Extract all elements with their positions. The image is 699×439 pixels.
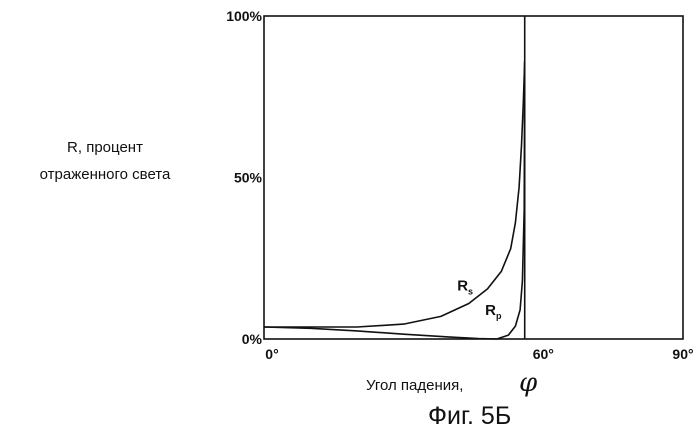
x-tick-label-1: 60° [533,346,554,362]
y-tick-label-1: 50% [234,170,263,186]
y-axis-label: R, процент отраженного света [0,134,210,188]
figure-caption: Фиг. 5Б [428,402,511,431]
series-layer: Rs Rp [264,61,525,339]
series-label-rs: Rs [457,278,473,297]
ticks-layer: 0° 60° 90° 0% 50% 100% [226,8,693,362]
x-tick-label-2: 90° [672,346,693,362]
x-axis-label: Угол падения, [366,377,463,394]
phi-symbol: φ [519,368,537,398]
x-tick-label-0: 0° [265,346,278,362]
y-tick-label-2: 100% [226,8,262,24]
plot-area-frame [264,16,683,339]
y-tick-label-0: 0% [242,331,263,347]
series-line-rp [264,61,525,339]
y-axis-label-line-2: отраженного света [0,161,210,188]
series-line-rs [264,61,525,327]
y-axis-label-line-1: R, процент [0,134,210,161]
series-label-rp: Rp [485,302,502,321]
